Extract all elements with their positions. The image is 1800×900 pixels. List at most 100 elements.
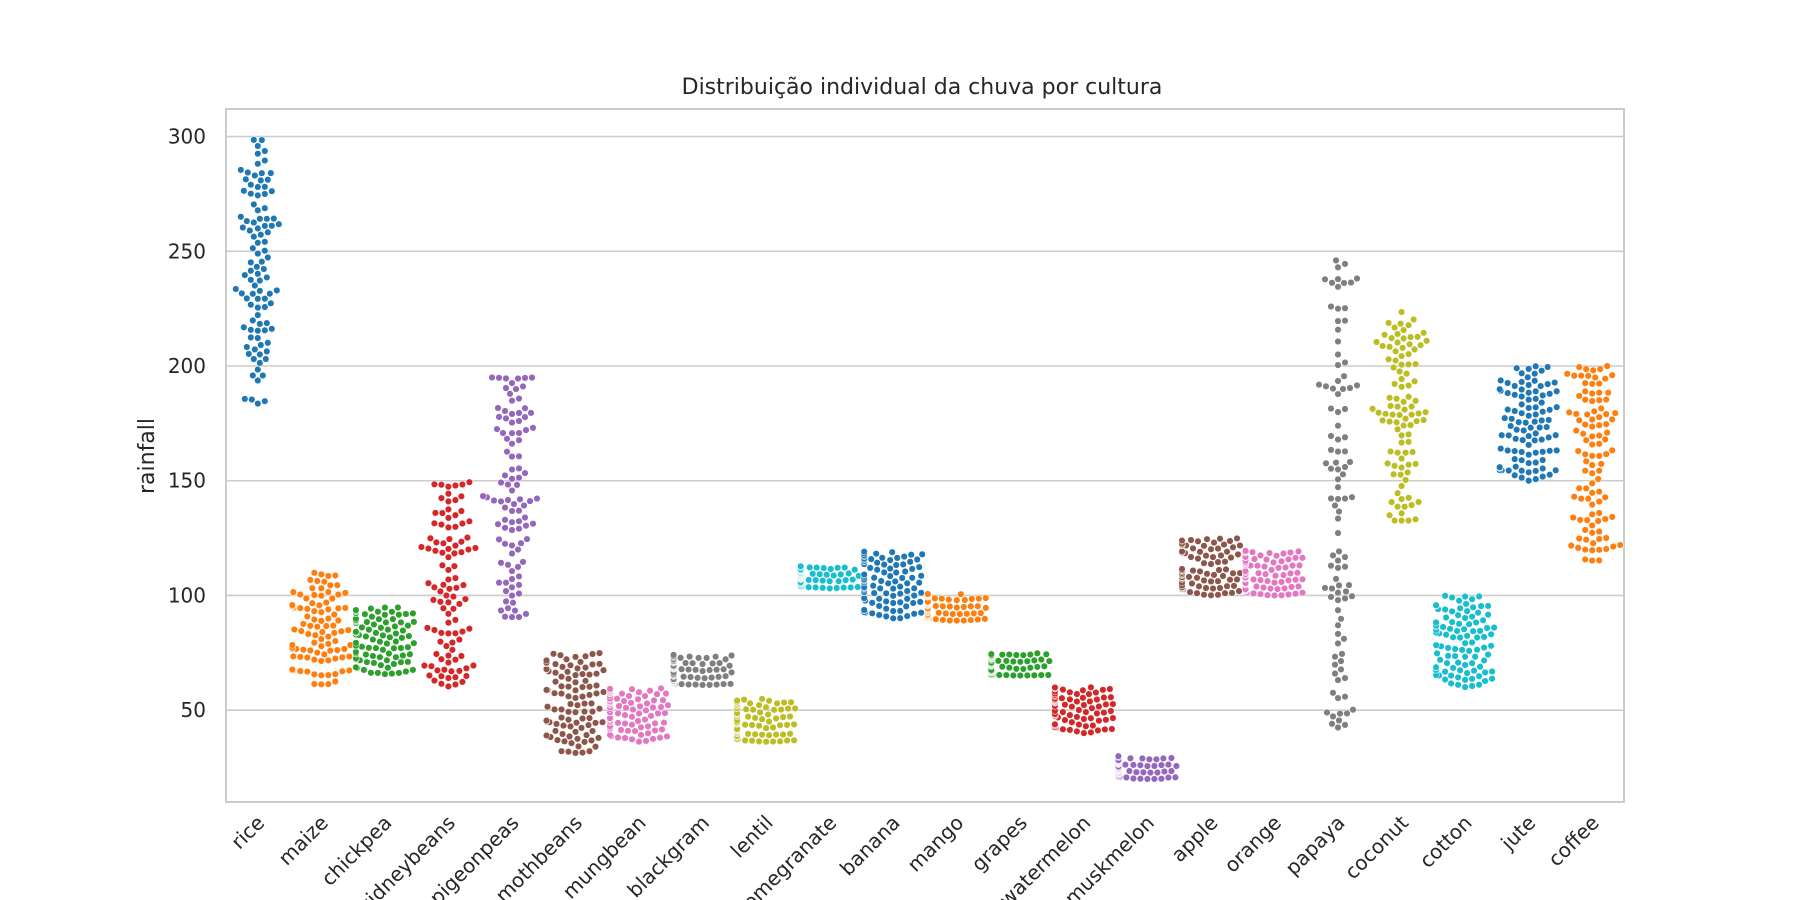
- data-point: [728, 668, 736, 676]
- data-point: [806, 563, 814, 571]
- data-point: [1229, 543, 1237, 551]
- data-point: [249, 244, 257, 252]
- data-point: [1581, 450, 1589, 458]
- data-point: [770, 706, 778, 714]
- data-point: [261, 303, 269, 311]
- data-point: [1334, 422, 1342, 430]
- data-point: [651, 726, 659, 734]
- data-point: [436, 587, 444, 595]
- data-point: [1525, 404, 1533, 412]
- data-point: [882, 612, 890, 620]
- data-point: [617, 726, 625, 734]
- data-point: [585, 683, 594, 691]
- data-point: [506, 390, 514, 398]
- data-point: [254, 191, 262, 199]
- data-point: [1422, 408, 1430, 416]
- data-point: [900, 553, 908, 561]
- data-point: [237, 213, 245, 221]
- data-point: [847, 583, 855, 591]
- data-point: [1102, 700, 1110, 708]
- data-point: [256, 287, 264, 295]
- data-point: [1398, 517, 1406, 525]
- data-point: [1522, 419, 1530, 427]
- data-point: [591, 743, 600, 751]
- data-point: [254, 250, 262, 258]
- data-point: [250, 233, 258, 241]
- data-point: [1019, 651, 1027, 659]
- data-point: [406, 650, 414, 658]
- data-point: [322, 599, 330, 607]
- data-point: [1094, 726, 1102, 734]
- data-point: [444, 566, 452, 574]
- data-point: [508, 419, 516, 427]
- data-point: [324, 656, 332, 664]
- data-point: [1044, 671, 1052, 679]
- data-point: [918, 550, 926, 558]
- data-point: [1405, 494, 1413, 502]
- data-point: [370, 659, 378, 667]
- data-point: [290, 625, 298, 634]
- data-point: [288, 641, 296, 649]
- data-point: [515, 395, 523, 403]
- data-point: [1595, 440, 1603, 448]
- data-point: [451, 481, 459, 490]
- data-point: [899, 560, 907, 568]
- data-point: [746, 699, 754, 707]
- data-point: [1581, 546, 1589, 554]
- data-point: [254, 206, 262, 214]
- data-point: [1411, 377, 1419, 385]
- data-point: [254, 304, 262, 312]
- data-point: [994, 657, 1002, 665]
- data-point: [1396, 367, 1404, 376]
- data-point: [1209, 553, 1217, 561]
- data-point: [297, 627, 305, 635]
- data-point: [502, 587, 510, 595]
- data-point: [1453, 627, 1461, 635]
- data-point: [987, 650, 995, 658]
- data-point: [264, 176, 272, 184]
- data-point: [1460, 625, 1468, 633]
- data-point: [463, 534, 471, 542]
- data-point: [457, 492, 465, 500]
- data-point: [614, 719, 622, 727]
- data-point: [324, 680, 332, 688]
- data-point: [982, 594, 990, 602]
- data-point: [878, 554, 886, 562]
- data-point: [495, 413, 503, 421]
- data-point: [751, 730, 759, 738]
- data-point: [701, 674, 709, 682]
- data-point: [660, 719, 668, 727]
- data-point: [1051, 683, 1059, 692]
- data-point: [1030, 656, 1038, 664]
- data-point: [1608, 371, 1616, 379]
- data-point: [784, 705, 792, 713]
- data-point: [1221, 589, 1229, 597]
- data-point: [379, 631, 387, 639]
- data-point: [1582, 457, 1590, 465]
- data-point: [1087, 683, 1095, 691]
- data-point: [658, 725, 666, 733]
- data-point: [1327, 562, 1335, 570]
- data-point: [1293, 569, 1302, 577]
- data-point: [805, 583, 813, 591]
- data-point: [587, 736, 596, 744]
- data-point: [372, 644, 380, 652]
- data-point: [527, 409, 535, 417]
- data-point: [331, 670, 339, 678]
- data-point: [451, 616, 459, 624]
- data-point: [1405, 360, 1413, 368]
- data-point: [430, 583, 438, 591]
- data-point: [896, 607, 904, 615]
- data-point: [268, 222, 276, 230]
- data-point: [876, 584, 884, 592]
- data-point: [1488, 675, 1496, 683]
- data-point: [956, 610, 964, 618]
- data-point: [1463, 632, 1471, 640]
- data-point: [1331, 653, 1339, 661]
- data-point: [882, 597, 890, 605]
- data-point: [458, 519, 466, 528]
- data-point: [1463, 607, 1471, 615]
- data-point: [1348, 493, 1356, 501]
- data-point: [659, 696, 667, 704]
- data-point: [1574, 447, 1582, 455]
